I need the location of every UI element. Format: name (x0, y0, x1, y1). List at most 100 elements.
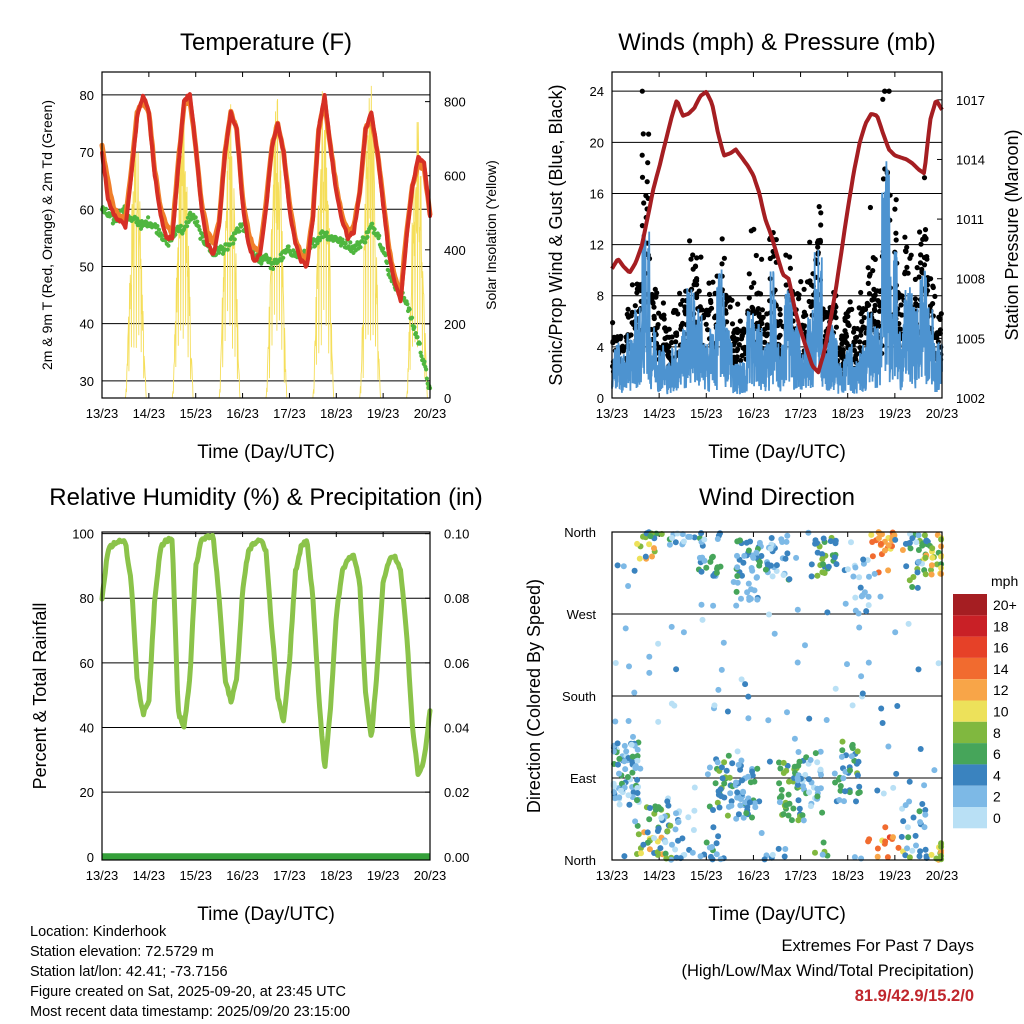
winds-ytick-label: 12 (590, 238, 604, 253)
direction-xtick-label: 13/23 (596, 868, 629, 883)
direction-point (783, 538, 790, 545)
gust-point (759, 256, 765, 262)
gust-point (712, 315, 718, 321)
direction-point (919, 801, 926, 807)
gust-point (734, 329, 741, 336)
gust-point (876, 299, 883, 305)
direction-point (915, 547, 922, 553)
dewpoint-point (377, 233, 382, 238)
direction-point (734, 573, 741, 579)
winds-ytick-label: 16 (590, 186, 604, 201)
gust-point (918, 241, 924, 247)
direction-point (874, 845, 881, 852)
humidity-ytick-label: 100 (72, 527, 94, 542)
gust-point (898, 302, 904, 308)
direction-xtick-label: 20/23 (926, 868, 959, 883)
direction-point (624, 774, 631, 780)
colorbar-label: 12 (993, 682, 1009, 698)
direction-point (687, 533, 694, 540)
direction-point (856, 789, 863, 796)
direction-point (697, 853, 704, 860)
direction-point (819, 556, 826, 563)
direction-point (820, 839, 827, 846)
gust-point (652, 286, 658, 292)
gust-point (893, 230, 899, 236)
gust-point (777, 311, 783, 318)
gust-point (729, 297, 735, 303)
direction-point (680, 629, 687, 636)
gust-point (735, 301, 741, 307)
gust-point (757, 291, 764, 297)
direction-point (842, 788, 849, 795)
direction-point (854, 772, 861, 779)
direction-point (923, 537, 930, 544)
direction-point (709, 554, 715, 561)
direction-point (646, 816, 653, 823)
direction-point (799, 812, 806, 819)
gust-point (663, 342, 670, 348)
direction-point (669, 841, 675, 848)
dewpoint-point (193, 215, 198, 220)
direction-point (805, 529, 812, 536)
direction-point (749, 768, 756, 775)
direction-point (669, 535, 675, 541)
direction-ytick-label: South (562, 689, 596, 704)
gust-point (649, 294, 655, 301)
direction-point (646, 541, 653, 548)
dewpoint-point (237, 229, 242, 234)
humidity-xtick-label: 19/23 (367, 868, 400, 883)
direction-point (796, 805, 803, 812)
direction-point (874, 787, 881, 794)
gust-point (753, 252, 759, 259)
gust-point (705, 312, 711, 318)
gust-point (727, 304, 733, 310)
gust-point (663, 328, 669, 334)
direction-point (745, 580, 752, 587)
gust-point (741, 326, 747, 332)
direction-point (718, 793, 725, 800)
gust-point (880, 176, 887, 182)
gust-point (873, 288, 879, 294)
temp-2m-line (100, 92, 432, 304)
winds-xtick-label: 19/23 (879, 406, 912, 421)
direction-point (839, 747, 846, 754)
winds-xtick-label: 14/23 (643, 406, 676, 421)
humidity-ytick-label: 40 (80, 721, 94, 736)
direction-point (825, 563, 832, 570)
direction-point (728, 798, 735, 805)
gust-point (682, 304, 688, 310)
direction-point (855, 610, 862, 617)
direction-point (746, 799, 753, 806)
gust-point (893, 197, 899, 203)
colorbar-swatch (953, 721, 987, 744)
direction-point (790, 805, 797, 812)
gust-point (803, 312, 809, 318)
direction-point (938, 570, 945, 577)
direction-point (782, 555, 789, 562)
gust-point (833, 315, 839, 321)
direction-point (734, 789, 741, 796)
winds-y2tick-label: 1011 (956, 212, 984, 227)
gust-point (636, 283, 642, 290)
gust-point (798, 279, 804, 285)
direction-point (819, 551, 826, 558)
direction-point (691, 807, 698, 814)
gust-point (935, 339, 942, 345)
direction-ytick-label: West (567, 607, 597, 622)
temperature-y2tick-label: 400 (444, 243, 466, 258)
direction-point (632, 763, 639, 770)
direction-point (715, 686, 722, 693)
gust-point (833, 324, 840, 330)
winds-xtick-label: 20/23 (926, 406, 959, 421)
gust-point (801, 286, 807, 292)
gust-point (858, 289, 864, 296)
direction-point (864, 557, 871, 564)
direction-point (913, 842, 919, 849)
direction-point (622, 766, 629, 773)
direction-point (793, 554, 800, 561)
direction-point (727, 790, 734, 797)
direction-point (730, 579, 737, 585)
direction-point (935, 660, 942, 667)
humidity-xtick-label: 14/23 (133, 868, 166, 883)
gust-point (748, 284, 755, 290)
